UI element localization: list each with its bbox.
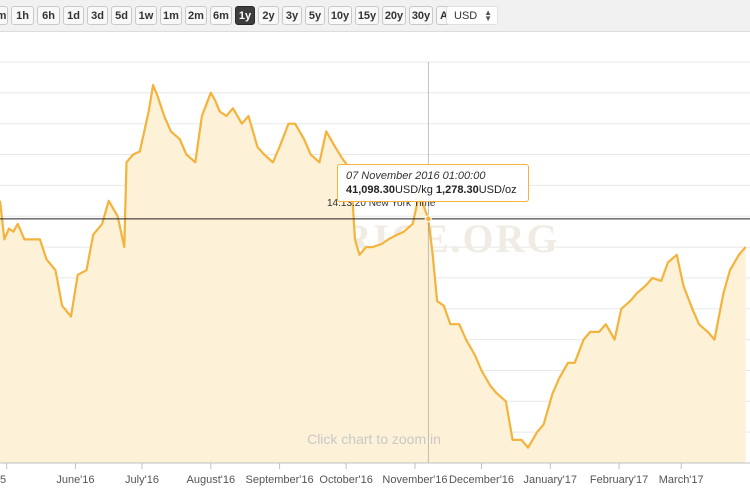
range-button-20y[interactable]: 20y [382,6,406,25]
x-tick-label: July'16 [125,474,159,486]
tooltip-oz-unit: USD/oz [478,184,517,196]
range-button-30y[interactable]: 30y [409,6,433,25]
x-tick-label: November'16 [382,474,447,486]
gold-price-chart[interactable]: GOLDPRICE.ORG Click chart to zoom in 14:… [0,32,750,500]
chevron-up-down-icon: ▲ ▼ [484,8,492,23]
tooltip-date: 07 November 2016 01:00:00 [346,170,486,182]
currency-value: USD [454,9,478,22]
range-button-1d[interactable]: 1d [63,6,84,25]
zoom-hint: Click chart to zoom in [307,431,441,447]
x-tick-label: March'17 [659,474,704,486]
tooltip-values: 41,098.30USD/kg 1,278.30USD/oz [346,184,528,196]
range-toolbar: m1h6h1d3d5d1w1m2m6m1y2y3y5y10y15y20y30yA… [0,0,750,32]
range-button-3d[interactable]: 3d [87,6,108,25]
price-tooltip: 07 November 2016 01:00:00 41,098.30USD/k… [337,164,529,202]
x-tick-label: February'17 [590,474,648,486]
range-button-15y[interactable]: 15y [355,6,379,25]
range-button-2y[interactable]: 2y [258,6,279,25]
hover-point [424,215,432,223]
x-tick-label: August'16 [187,474,236,486]
x-tick-label: June'16 [56,474,94,486]
currency-select[interactable]: USD ▲ ▼ [446,6,498,25]
x-tick-label: January'17 [524,474,577,486]
x-axis: 5 June'16 July'16 August'16 September'16 Octo… [0,463,704,486]
price-area-fill [0,85,746,463]
range-button-1w[interactable]: 1w [135,6,157,25]
range-button-1y[interactable]: 1y [235,6,255,25]
range-button-1m[interactable]: 1m [160,6,182,25]
range-button-3y[interactable]: 3y [282,6,302,25]
tooltip-oz-value: 1,278.30 [435,184,479,196]
x-tick-label: 5 [0,474,6,486]
range-button-6m[interactable]: 6m [210,6,232,25]
x-tick-label: December'16 [449,474,514,486]
tooltip-kg-value: 41,098.30 [346,184,395,196]
range-button-10y[interactable]: 10y [328,6,352,25]
range-button-1h[interactable]: 1h [11,6,34,25]
range-button-5y[interactable]: 5y [305,6,325,25]
range-button-5d[interactable]: 5d [111,6,132,25]
crosshair-time-label: 14:13:20 New York Time [327,198,436,209]
range-button-6h[interactable]: 6h [37,6,60,25]
x-tick-label: October'16 [319,474,372,486]
range-button-2m[interactable]: 2m [185,6,207,25]
range-button-m[interactable]: m [0,6,8,25]
price-line [0,84,747,449]
x-tick-label: September'16 [246,474,314,486]
tooltip-kg-unit: USD/kg [394,184,433,196]
